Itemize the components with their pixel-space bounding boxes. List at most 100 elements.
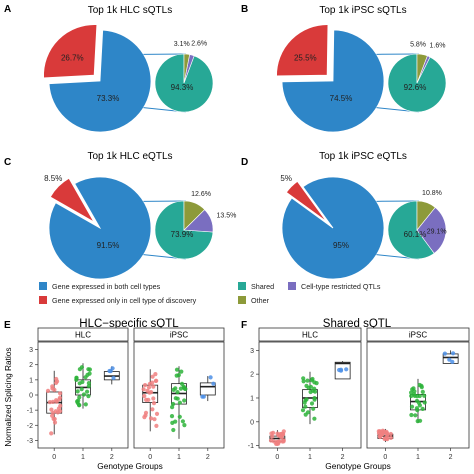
data-point <box>58 391 63 396</box>
data-point <box>276 433 281 438</box>
facet-label: HLC <box>75 331 91 340</box>
data-point <box>305 378 310 383</box>
data-point <box>415 419 420 424</box>
data-label: 10.8% <box>422 190 442 197</box>
y-tick-label: -1 <box>27 408 33 415</box>
data-point <box>83 402 88 407</box>
data-point <box>50 399 56 404</box>
data-point <box>151 396 156 401</box>
data-point <box>179 381 185 386</box>
data-point <box>414 406 419 411</box>
data-point <box>142 415 147 420</box>
data-point <box>144 397 149 402</box>
chart-title: Top 1k HLC sQTLs <box>88 5 172 16</box>
panel-label: C <box>4 157 11 168</box>
data-label: 12.6% <box>191 191 211 198</box>
panel-label: F <box>241 320 247 331</box>
pie-slice-cell-type-restricted <box>416 206 447 254</box>
y-tick-label: 1 <box>29 377 33 384</box>
x-axis-label: Genotype Groups <box>97 461 163 471</box>
data-point <box>384 430 390 436</box>
y-axis-label: Normalized Splicing Ratios <box>3 347 13 446</box>
x-tick-label: 1 <box>177 454 181 461</box>
data-label: 25.5% <box>294 53 317 62</box>
data-point <box>384 436 389 441</box>
data-point <box>450 359 455 364</box>
data-point <box>174 373 179 378</box>
pie-slice-discovery-only <box>285 180 328 223</box>
data-point <box>147 381 152 386</box>
data-point <box>45 388 51 393</box>
data-point <box>309 401 315 406</box>
data-label: 3.1% <box>174 41 190 48</box>
data-point <box>147 390 152 395</box>
pie-slice-shared <box>387 200 435 260</box>
pie-slice-discovery-only <box>275 23 329 77</box>
data-point <box>143 383 148 388</box>
box-plot-e: -3 -2 -1 0 1 2 3 HLC 0 1 2 iPSC 0 1 2 <box>27 327 225 461</box>
data-point <box>312 416 317 421</box>
y-tick-label: 3 <box>29 347 33 354</box>
data-point <box>141 387 146 392</box>
data-point <box>303 404 308 409</box>
pie-slice-both-cell-types <box>48 176 152 280</box>
data-point <box>388 435 393 440</box>
data-point <box>310 376 315 382</box>
data-point <box>86 384 91 389</box>
data-point <box>86 394 91 399</box>
data-label: 29.1% <box>427 228 447 235</box>
facet-strip <box>37 327 129 342</box>
data-point <box>308 384 313 389</box>
data-label: 1.6% <box>430 42 446 49</box>
data-point <box>171 427 176 433</box>
data-point <box>50 384 55 389</box>
y-tick-label: 2 <box>250 372 254 379</box>
data-label: 2.6% <box>191 41 207 48</box>
data-point <box>388 431 393 437</box>
legend-swatch-teal <box>238 282 246 290</box>
facet-label: HLC <box>302 331 318 340</box>
facet-label: iPSC <box>409 331 427 340</box>
data-point <box>300 408 306 413</box>
pie-slice-discovery-only <box>42 23 98 79</box>
pie-slice-other <box>183 200 206 231</box>
data-point <box>304 383 309 388</box>
y-tick-label: 0 <box>29 393 33 400</box>
data-point <box>417 393 422 399</box>
data-point <box>409 412 414 418</box>
pie-slice-discovery-only <box>49 177 96 224</box>
x-tick-label: 2 <box>449 454 453 461</box>
data-point <box>171 387 176 392</box>
data-point <box>150 374 155 379</box>
data-point <box>414 398 420 403</box>
data-point <box>419 385 424 390</box>
legend-label: Shared <box>251 282 274 291</box>
pie-slice-other <box>416 53 428 84</box>
pie-slice-shared <box>154 200 214 260</box>
panel-label: A <box>4 4 11 15</box>
data-point <box>74 375 79 380</box>
data-label: 73.3% <box>97 94 120 103</box>
data-point <box>142 393 147 399</box>
x-tick-label: 0 <box>52 454 56 461</box>
data-point <box>154 423 159 428</box>
x-tick-label: 1 <box>416 454 420 461</box>
x-tick-label: 1 <box>81 454 85 461</box>
data-point <box>179 369 184 374</box>
data-point <box>75 389 80 394</box>
panel-label: D <box>241 157 248 168</box>
data-point <box>47 400 53 405</box>
data-point <box>83 375 88 380</box>
x-tick-label: 0 <box>275 454 279 461</box>
pie-slice-other <box>416 200 436 231</box>
data-point <box>274 441 279 446</box>
data-point <box>177 400 182 405</box>
y-tick-label: 0 <box>250 419 254 426</box>
data-point <box>151 401 157 406</box>
data-point <box>52 387 57 392</box>
chart-title: Top 1k iPSC eQTLs <box>319 151 407 162</box>
data-point <box>174 367 180 372</box>
pie-chart-a: 73.3% 26.7% 94.3% 2.6%3.1% <box>42 23 214 133</box>
data-label: 94.3% <box>171 83 194 92</box>
